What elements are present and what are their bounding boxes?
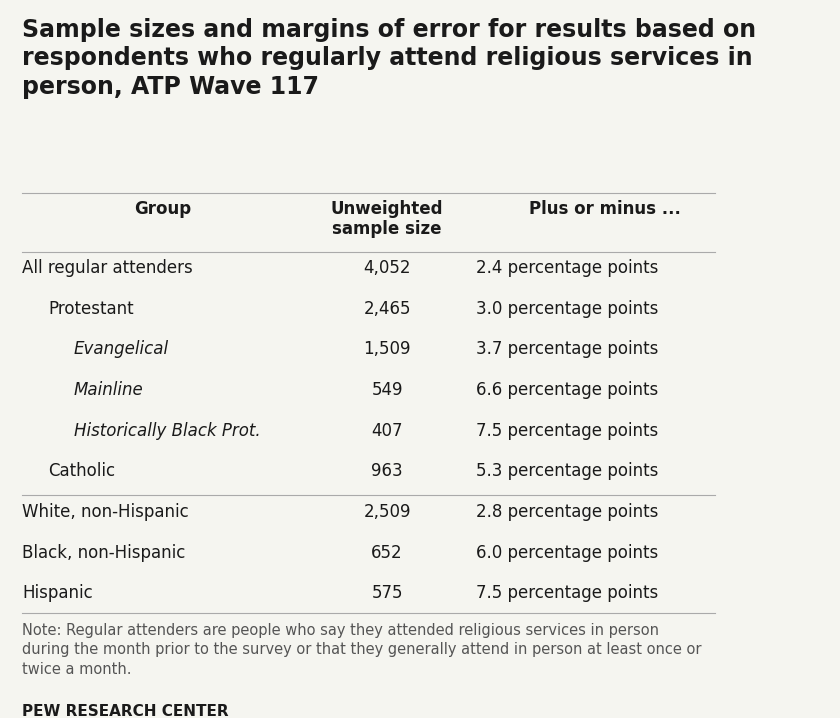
Text: 2.8 percentage points: 2.8 percentage points: [475, 503, 658, 521]
Text: 6.0 percentage points: 6.0 percentage points: [475, 544, 658, 561]
Text: Hispanic: Hispanic: [22, 584, 93, 602]
Text: 7.5 percentage points: 7.5 percentage points: [475, 584, 658, 602]
Text: PEW RESEARCH CENTER: PEW RESEARCH CENTER: [22, 704, 228, 718]
Text: 6.6 percentage points: 6.6 percentage points: [475, 381, 658, 399]
Text: Group: Group: [134, 200, 191, 218]
Text: Catholic: Catholic: [48, 462, 115, 480]
Text: Historically Black Prot.: Historically Black Prot.: [74, 421, 260, 439]
Text: 549: 549: [371, 381, 403, 399]
Text: 7.5 percentage points: 7.5 percentage points: [475, 421, 658, 439]
Text: 3.0 percentage points: 3.0 percentage points: [475, 300, 658, 318]
Text: 652: 652: [371, 544, 403, 561]
Text: 3.7 percentage points: 3.7 percentage points: [475, 340, 658, 358]
Text: White, non-Hispanic: White, non-Hispanic: [22, 503, 189, 521]
Text: 407: 407: [371, 421, 403, 439]
Text: 2,465: 2,465: [364, 300, 411, 318]
Text: Sample sizes and margins of error for results based on
respondents who regularly: Sample sizes and margins of error for re…: [22, 17, 756, 99]
Text: 1,509: 1,509: [364, 340, 411, 358]
Text: Mainline: Mainline: [74, 381, 144, 399]
Text: 575: 575: [371, 584, 403, 602]
Text: 5.3 percentage points: 5.3 percentage points: [475, 462, 658, 480]
Text: Plus or minus ...: Plus or minus ...: [528, 200, 680, 218]
Text: 2.4 percentage points: 2.4 percentage points: [475, 259, 658, 277]
Text: 2,509: 2,509: [364, 503, 411, 521]
Text: Note: Regular attenders are people who say they attended religious services in p: Note: Regular attenders are people who s…: [22, 623, 701, 676]
Text: Protestant: Protestant: [48, 300, 134, 318]
Text: All regular attenders: All regular attenders: [22, 259, 193, 277]
Text: Evangelical: Evangelical: [74, 340, 169, 358]
Text: 963: 963: [371, 462, 403, 480]
Text: 4,052: 4,052: [364, 259, 411, 277]
Text: Black, non-Hispanic: Black, non-Hispanic: [22, 544, 186, 561]
Text: Unweighted
sample size: Unweighted sample size: [331, 200, 444, 238]
